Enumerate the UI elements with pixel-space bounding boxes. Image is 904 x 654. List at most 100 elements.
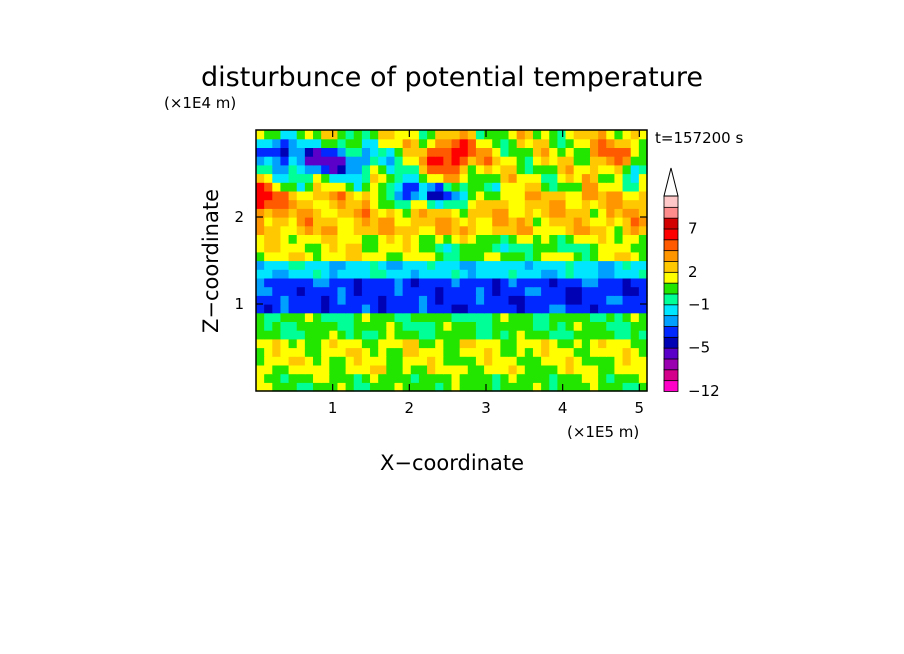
heatmap-cell — [475, 356, 485, 366]
heatmap-cell — [353, 243, 363, 253]
heatmap-cell — [337, 373, 347, 383]
heatmap-cell — [524, 260, 534, 270]
heatmap-cell — [484, 338, 493, 349]
heatmap-cell — [296, 286, 306, 296]
heatmap-cell — [589, 243, 599, 253]
heatmap-cell — [557, 138, 567, 148]
heatmap-cell — [410, 225, 420, 235]
heatmap-cell — [435, 321, 444, 331]
heatmap-cell — [329, 243, 339, 253]
heatmap-cell — [361, 347, 371, 357]
heatmap-cell — [272, 312, 282, 322]
heatmap-cell — [435, 173, 444, 183]
heatmap-cell — [500, 130, 510, 140]
y-axis: 12 — [234, 208, 647, 313]
heatmap-cell — [435, 304, 444, 314]
heatmap-cell — [598, 321, 607, 331]
heatmap-cell — [272, 382, 282, 392]
heatmap-cell — [573, 182, 583, 192]
heatmap-cell — [361, 304, 371, 314]
heatmap-cell — [606, 138, 616, 148]
heatmap-cell — [467, 243, 477, 253]
heatmap-cell — [475, 130, 485, 140]
heatmap-cell — [378, 286, 387, 296]
heatmap-cell — [451, 138, 461, 148]
heatmap-cell — [288, 130, 298, 140]
heatmap-cell — [264, 164, 273, 175]
heatmap-cell — [272, 321, 282, 331]
heatmap-cell — [321, 190, 330, 201]
heatmap-cell — [418, 277, 428, 288]
heatmap-cell — [313, 156, 322, 166]
heatmap-cell — [402, 208, 412, 218]
heatmap-cell — [622, 295, 632, 305]
heatmap-cell — [475, 260, 485, 270]
heatmap-cell — [565, 295, 575, 305]
heatmap-cell — [280, 147, 290, 157]
heatmap-cell — [541, 164, 550, 175]
heatmap-cell — [630, 338, 640, 349]
heatmap-cell — [280, 225, 290, 235]
heatmap-cell — [386, 364, 396, 375]
heatmap-cell — [272, 234, 282, 244]
heatmap-cell — [516, 338, 526, 349]
heatmap-cell — [296, 382, 306, 392]
heatmap-cell — [492, 269, 501, 279]
heatmap-cell — [378, 321, 387, 331]
heatmap-cell — [402, 295, 412, 305]
heatmap-cell — [256, 156, 265, 166]
heatmap-cell — [606, 182, 616, 192]
heatmap-cell — [492, 173, 501, 183]
heatmap-cell — [541, 251, 550, 262]
heatmap-cell — [557, 321, 567, 331]
heatmap-cell — [280, 347, 290, 357]
heatmap-cell — [581, 347, 591, 357]
heatmap-cell — [296, 130, 306, 140]
heatmap-cell — [410, 156, 420, 166]
heatmap-cell — [345, 182, 355, 192]
heatmap-cell — [524, 286, 534, 296]
heatmap-cell — [516, 286, 526, 296]
heatmap-cell — [280, 217, 290, 227]
heatmap-cell — [589, 225, 599, 235]
heatmap-cell — [565, 243, 575, 253]
heatmap-cell — [459, 182, 469, 192]
heatmap-cell — [386, 260, 396, 270]
heatmap-cell — [622, 164, 632, 175]
heatmap-cell — [484, 356, 493, 366]
heatmap-cell — [394, 277, 404, 288]
heatmap-cell — [614, 199, 624, 209]
heatmap-cell — [516, 217, 526, 227]
heatmap-cell — [353, 373, 363, 383]
heatmap-cell — [410, 217, 420, 227]
heatmap-cell — [541, 156, 550, 166]
heatmap-cell — [394, 199, 404, 209]
heatmap-cell — [565, 260, 575, 270]
heatmap-cell — [573, 138, 583, 148]
heatmap-cell — [264, 182, 273, 192]
heatmap-cell — [573, 199, 583, 209]
heatmap-cell — [280, 182, 290, 192]
heatmap-cell — [508, 260, 518, 270]
heatmap-cell — [280, 173, 290, 183]
heatmap-cell — [581, 260, 591, 270]
heatmap-cell — [467, 269, 477, 279]
heatmap-cell — [288, 295, 298, 305]
heatmap-cell — [484, 312, 493, 322]
heatmap-cell — [443, 356, 453, 366]
heatmap-cell — [304, 138, 314, 148]
heatmap-cell — [321, 225, 330, 235]
colorbar-swatch — [663, 325, 679, 338]
heatmap-cell — [630, 321, 640, 331]
heatmap-cell — [524, 269, 534, 279]
heatmap-cell — [402, 156, 412, 166]
heatmap-cell — [500, 304, 510, 314]
heatmap-cell — [394, 251, 404, 262]
heatmap-cell — [524, 225, 534, 235]
heatmap-cell — [565, 269, 575, 279]
heatmap-cell — [451, 208, 461, 218]
heatmap-cell — [321, 277, 330, 288]
heatmap-cell — [410, 234, 420, 244]
heatmap-cell — [280, 190, 290, 201]
heatmap-cell — [492, 147, 501, 157]
